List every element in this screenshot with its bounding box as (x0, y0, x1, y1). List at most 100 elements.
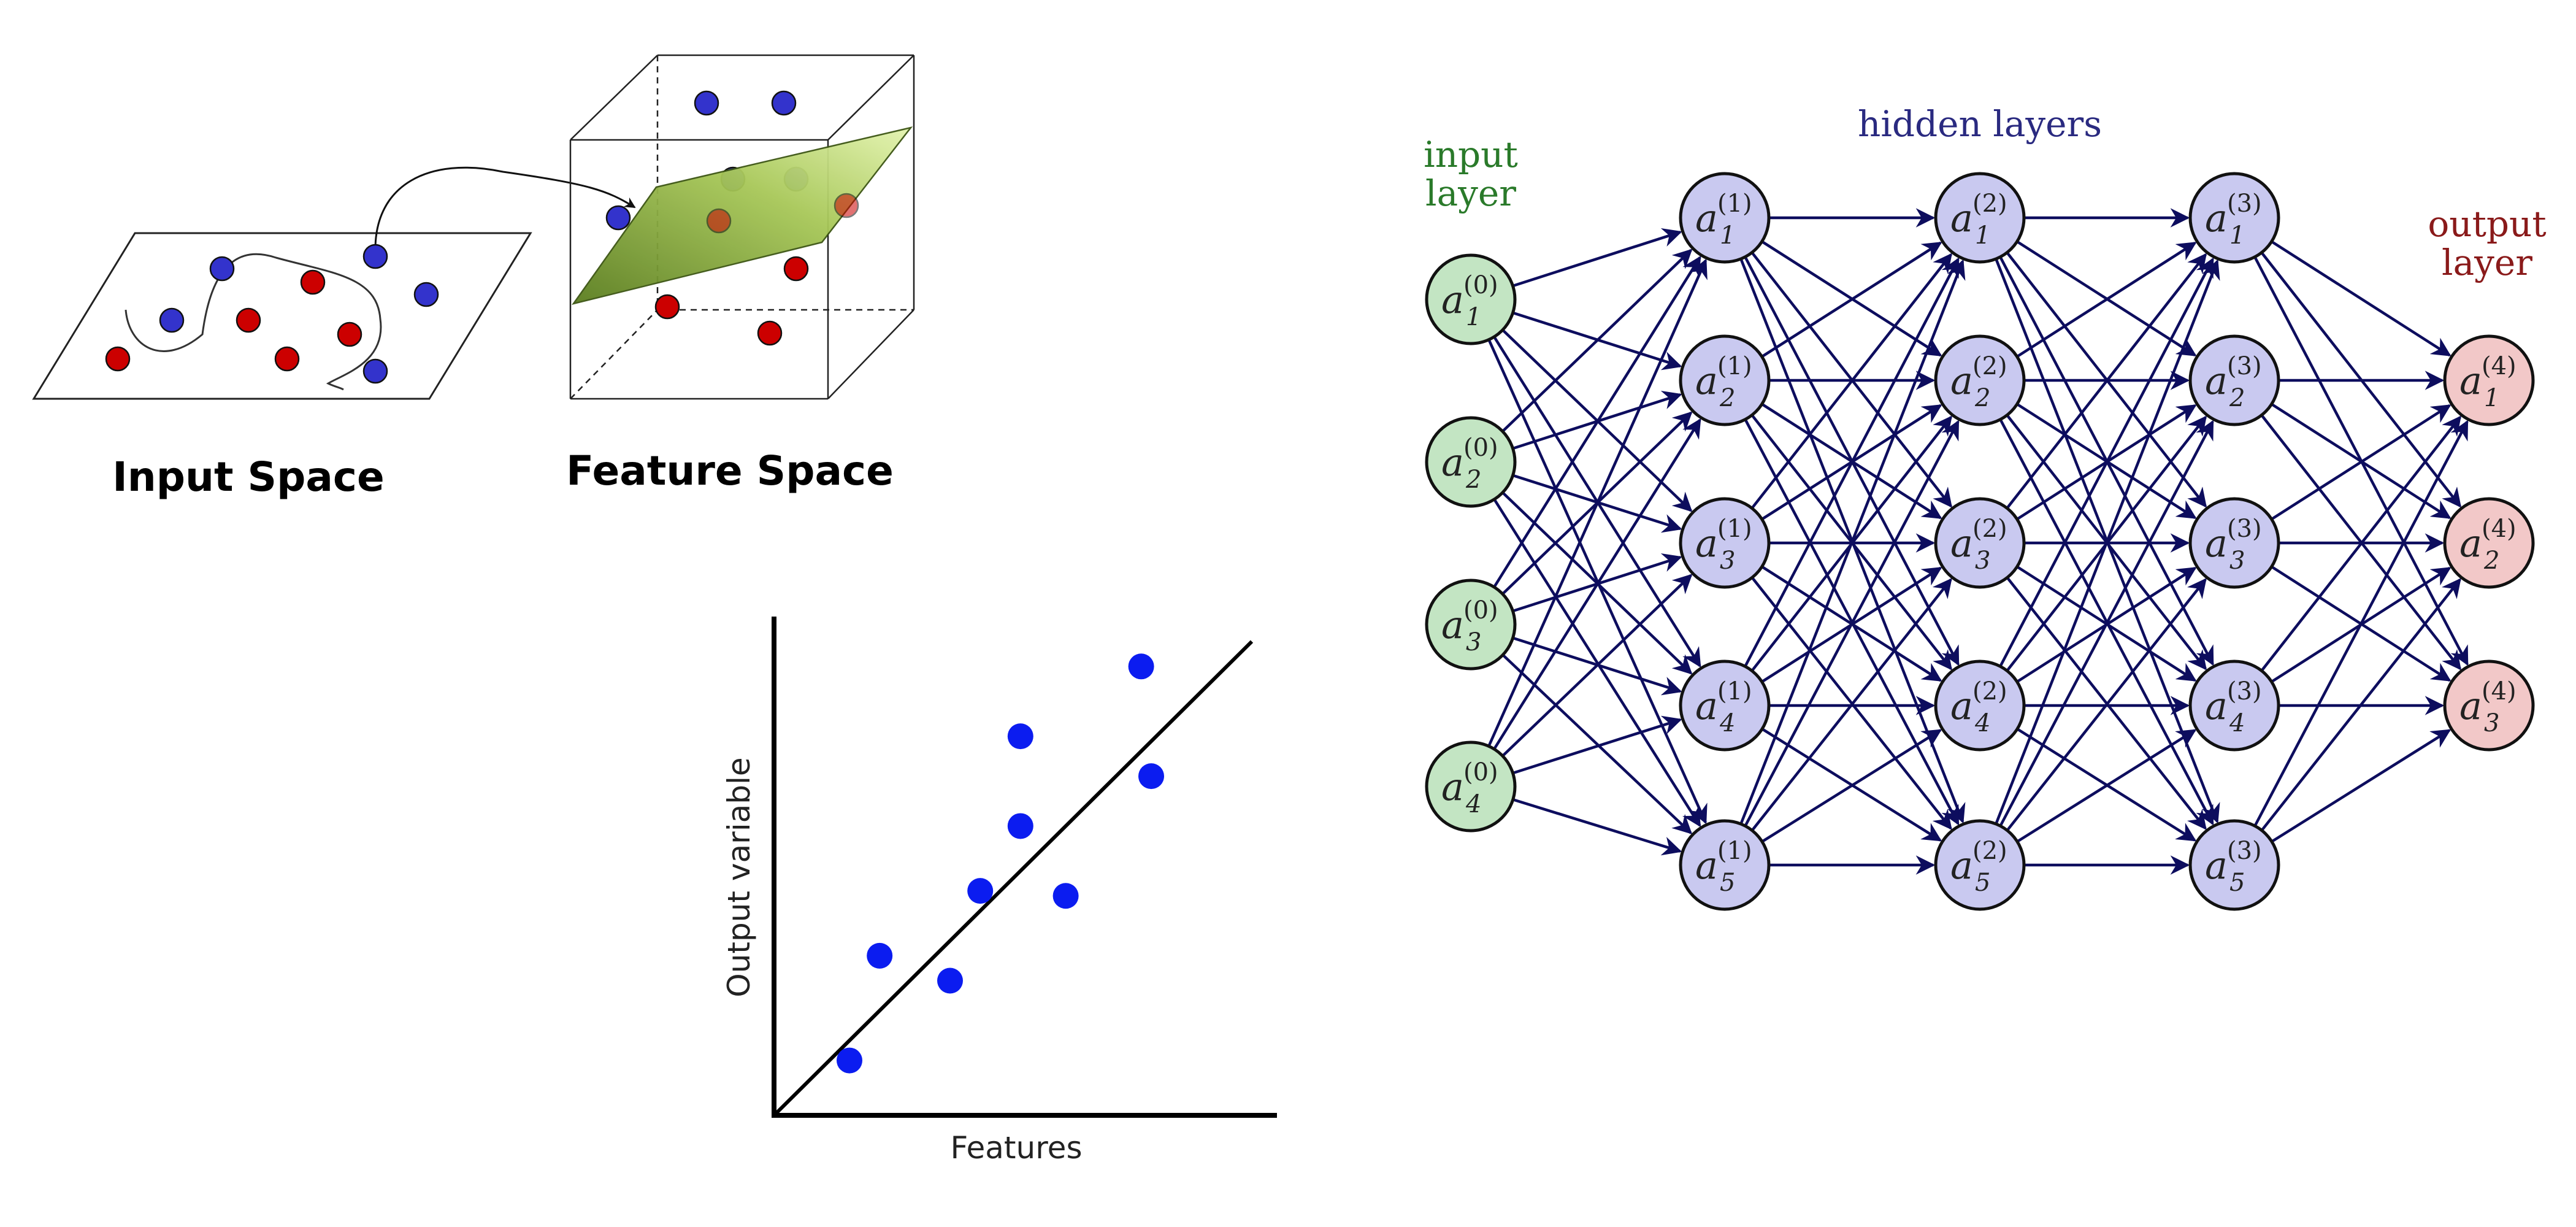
nn-node-subscript: 2 (1465, 466, 1481, 494)
nn-node-output: a 1 (4) (2443, 334, 2535, 426)
nn-node-circle (2443, 660, 2535, 752)
nn-connection (2016, 729, 2197, 843)
nn-node-superscript: (3) (2227, 515, 2262, 543)
nn-node-subscript: 5 (2229, 869, 2245, 897)
regression-chart: Features Output variable (721, 617, 1277, 1166)
nn-node-circle (1425, 253, 1517, 345)
nn-connection (1501, 574, 1693, 757)
nn-node-subscript: 3 (1466, 628, 1481, 656)
nn-node-superscript: (3) (2227, 352, 2262, 380)
trend-line (772, 640, 1254, 1117)
nn-node-symbol: a (1950, 843, 1973, 888)
nn-connection (2253, 420, 2469, 827)
input-decision-curve (125, 253, 382, 391)
nn-node-subscript: 1 (1720, 221, 1735, 250)
input-layer-label-line2: layer (1425, 172, 1516, 214)
x-axis-label: Features (951, 1130, 1083, 1166)
nn-node-hidden: a 3 (3) (2188, 497, 2280, 589)
nn-node-circle (2188, 819, 2280, 911)
nn-node-symbol: a (2459, 521, 2482, 566)
feature-point-class-a (771, 90, 797, 116)
nn-connection (1750, 578, 1952, 831)
nn-connection (1512, 715, 1682, 775)
nn-node-circle (1679, 334, 1771, 426)
nn-node-superscript: (2) (1972, 837, 2007, 865)
nn-node-hidden: a 3 (2) (1934, 497, 2026, 589)
nn-connection (1999, 257, 2214, 667)
nn-node-circle (2188, 334, 2280, 426)
nn-node-symbol: a (1441, 764, 1464, 809)
nn-node-hidden: a 2 (3) (2188, 334, 2280, 426)
nn-node-subscript: 4 (2229, 709, 2245, 737)
nn-node-superscript: (1) (1717, 190, 1752, 218)
nn-node-superscript: (3) (2227, 190, 2262, 218)
nn-node-circle (2188, 660, 2280, 752)
nn-node-hidden: a 2 (2) (1934, 334, 2026, 426)
nn-node-superscript: (1) (1717, 837, 1752, 865)
nn-node-hidden: a 4 (3) (2188, 660, 2280, 752)
nn-node-superscript: (1) (1717, 352, 1752, 380)
nn-node-superscript: (2) (1972, 677, 2007, 706)
nn-node-symbol: a (1950, 196, 1973, 240)
nn-node-superscript: (0) (1463, 596, 1498, 625)
nn-connection (2006, 253, 2207, 509)
nn-node-hidden: a 5 (1) (1679, 819, 1771, 911)
nn-node-hidden: a 4 (2) (1934, 660, 2026, 752)
nn-node-input: a 4 (0) (1425, 740, 1517, 833)
nn-node-circle (2188, 497, 2280, 589)
scatter-point (1007, 723, 1033, 750)
kernel-trick-diagram: Input Space Feature Space (32, 54, 915, 501)
input-point-class-b (274, 346, 300, 372)
nn-node-hidden: a 3 (1) (1679, 497, 1771, 589)
nn-node-subscript: 1 (2484, 384, 2499, 412)
nn-node-circle (1934, 334, 2026, 426)
input-space-plane (32, 232, 532, 400)
input-point-class-a (209, 256, 235, 282)
nn-node-symbol: a (1441, 602, 1464, 647)
scatter-point (1128, 653, 1154, 680)
scatter-point (837, 1047, 862, 1074)
nn-node-symbol: a (1950, 683, 1973, 728)
feature-point-class-b (834, 193, 859, 218)
nn-connection (2271, 240, 2451, 356)
nn-node-superscript: (4) (2482, 352, 2517, 380)
nn-node-hidden: a 1 (2) (1934, 172, 2026, 264)
nn-node-subscript: 2 (2229, 384, 2245, 412)
nn-node-subscript: 2 (1974, 384, 1990, 412)
input-point-class-b (105, 346, 131, 372)
nn-node-circle (1679, 497, 1771, 589)
nn-node-superscript: (2) (1972, 515, 2007, 543)
nn-node-circle (1425, 740, 1517, 833)
input-point-class-a (362, 358, 388, 384)
nn-node-subscript: 5 (1720, 869, 1735, 897)
nn-node-symbol: a (1441, 440, 1464, 485)
neural-network-diagram: a 1(0)a 2(0)a 3(0)a 4(0)a 1(1)a 2(1)a 3(1)a 4(1)… (1424, 103, 2547, 911)
nn-node-subscript: 3 (1720, 547, 1735, 575)
nn-node-superscript: (2) (1972, 352, 2007, 380)
nn-connection (1739, 259, 1966, 825)
input-point-class-a (159, 307, 185, 333)
nn-node-superscript: (4) (2482, 515, 2517, 543)
scatter-point (1052, 883, 1079, 909)
nn-node-hidden: a 1 (3) (2188, 172, 2280, 264)
nn-node-symbol: a (2459, 358, 2482, 403)
input-point-class-b (337, 321, 362, 347)
nn-node-symbol: a (1441, 277, 1464, 322)
nn-connection (2006, 578, 2207, 831)
y-axis-label: Output variable (721, 757, 757, 997)
nn-node-superscript: (3) (2227, 837, 2262, 865)
nn-node-circle (1934, 819, 2026, 911)
nn-node-hidden: a 2 (1) (1679, 334, 1771, 426)
nn-connection (1761, 729, 1942, 843)
nn-node-symbol: a (2205, 358, 2228, 403)
nn-node-subscript: 3 (2229, 547, 2245, 575)
nn-node-subscript: 1 (1466, 303, 1481, 331)
nn-connection (2271, 729, 2451, 843)
nn-node-circle (2443, 497, 2535, 589)
nn-connection (1493, 418, 1701, 750)
nn-connection (1487, 258, 1708, 747)
nn-node-subscript: 5 (1975, 869, 1990, 897)
nn-node-symbol: a (1695, 843, 1718, 888)
input-point-class-a (362, 244, 388, 269)
nn-connection (1487, 339, 1708, 825)
